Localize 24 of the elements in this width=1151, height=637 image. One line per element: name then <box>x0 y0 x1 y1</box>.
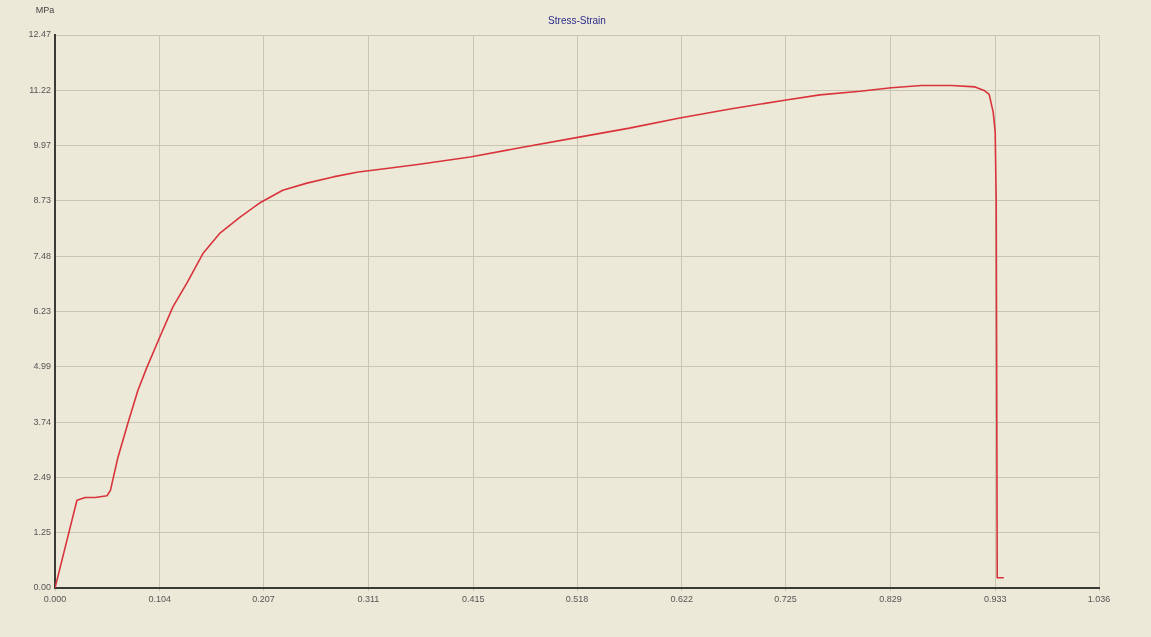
y-tick-label: 11.22 <box>29 84 51 95</box>
x-tick-label: 0.415 <box>461 593 485 604</box>
x-tick-label: 0.829 <box>879 593 902 604</box>
y-tick-label: 12.47 <box>28 29 51 40</box>
y-tick-label: 7.48 <box>33 250 51 261</box>
chart-title: Stress-Strain <box>548 14 606 26</box>
y-tick-label: 0.00 <box>33 582 51 593</box>
y-tick-label: 6.23 <box>33 306 51 317</box>
y-axis-title: MPa <box>35 4 55 15</box>
y-tick-label: 1.25 <box>33 527 51 538</box>
x-tick-label: 1.036 <box>1087 593 1111 604</box>
y-tick-label: 9.97 <box>33 140 51 151</box>
x-tick-label: 0.622 <box>670 593 694 604</box>
x-tick-label: 0.207 <box>252 593 275 604</box>
y-tick-label: 2.49 <box>33 472 51 483</box>
x-tick-label: 0.000 <box>43 593 67 604</box>
x-tick-label: 0.725 <box>774 593 797 604</box>
x-tick-label: 0.104 <box>148 593 172 604</box>
y-tick-label: 8.73 <box>33 195 51 206</box>
y-tick-label: 4.99 <box>33 361 51 372</box>
x-tick-label: 0.311 <box>357 593 380 604</box>
x-tick-label: 0.518 <box>565 593 589 604</box>
y-tick-label: 3.74 <box>33 416 51 427</box>
x-tick-label: 0.933 <box>983 593 1007 604</box>
